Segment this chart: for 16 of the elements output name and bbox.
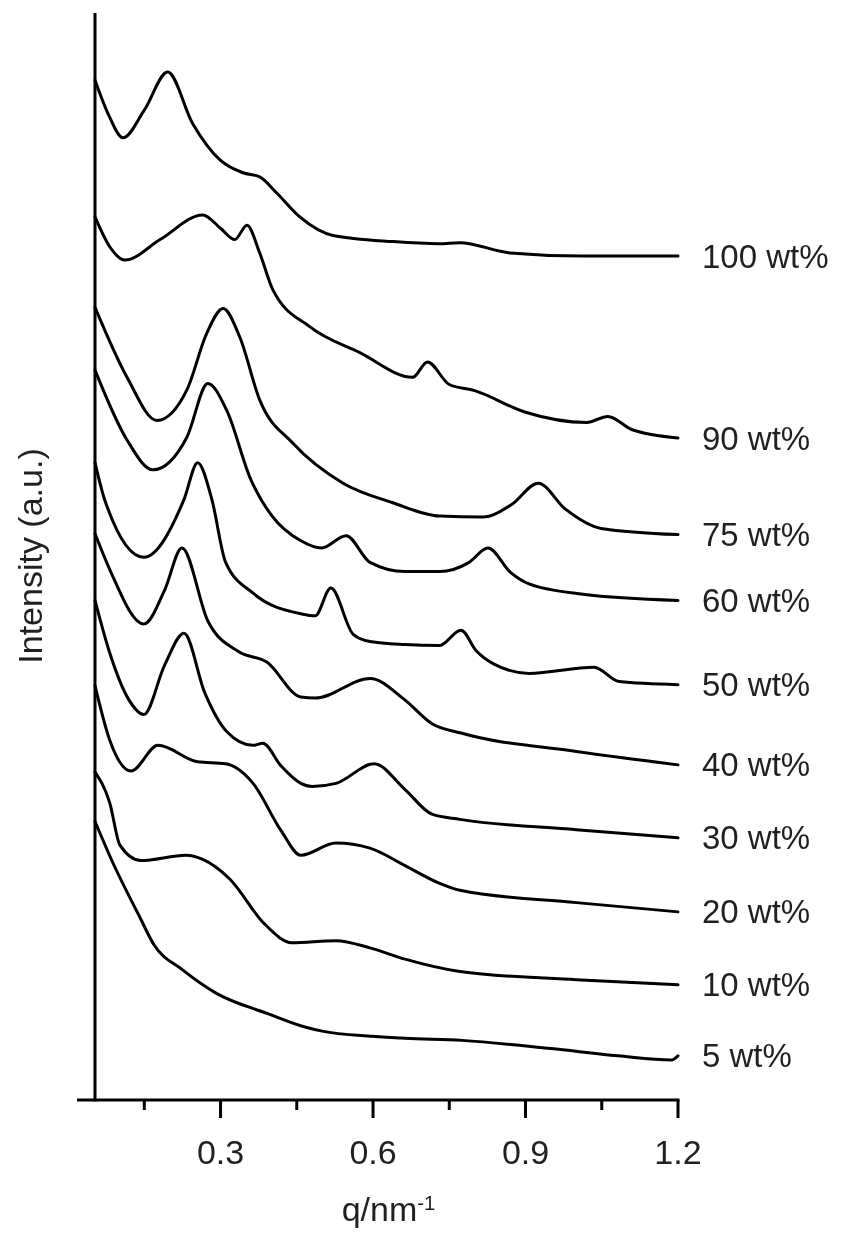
series-label: 60 wt% (702, 581, 811, 619)
x-tick-label: 0.6 (349, 1133, 397, 1171)
series-label: 5 wt% (702, 1037, 792, 1075)
series-label: 40 wt% (702, 746, 811, 784)
x-tick-label: 0.3 (196, 1133, 245, 1171)
series-label: 50 wt% (702, 666, 811, 704)
series-label: 10 wt% (702, 966, 811, 1004)
series-label: 90 wt% (702, 419, 811, 457)
series-label: 30 wt% (702, 819, 811, 857)
x-tick-label: 1.2 (654, 1133, 702, 1171)
x-tick-label: 0.9 (501, 1133, 550, 1171)
y-axis-title: Intensity (a.u.) (11, 448, 49, 664)
series-label: 75 wt% (702, 516, 811, 554)
x-axis-title: q/nm$^{-1}$ (341, 1190, 436, 1228)
series-label: 20 wt% (702, 893, 811, 931)
series-label: 100 wt% (702, 237, 829, 275)
